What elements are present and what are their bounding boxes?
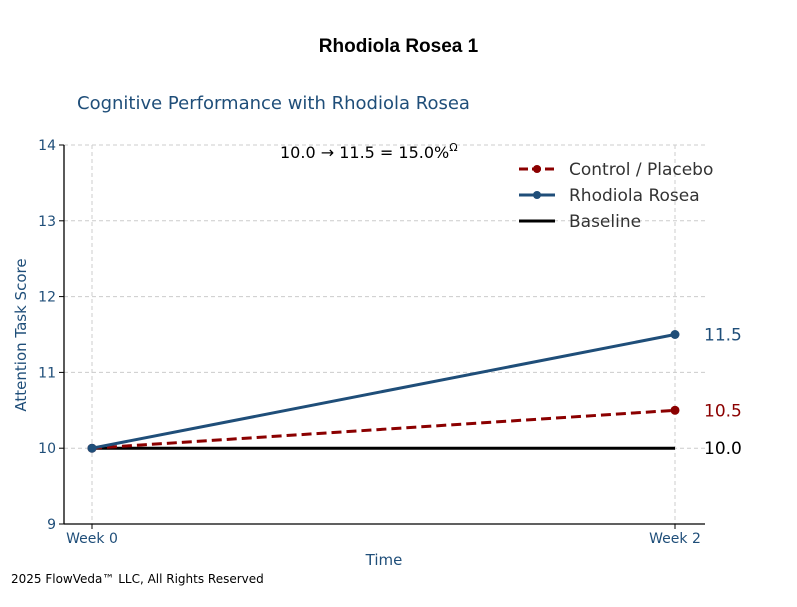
legend-label-baseline: Baseline: [569, 212, 641, 232]
x-tick-label: Week 2: [649, 531, 701, 547]
x-tick-label: Week 0: [66, 531, 118, 547]
data-point-rhodiola-rosea: [87, 443, 97, 453]
legend-label-rhodiola-rosea: Rhodiola Rosea: [569, 186, 700, 206]
end-label-rhodiola-rosea: 11.5: [704, 326, 742, 346]
end-label-baseline: 10.0: [704, 439, 742, 459]
y-tick-label: 12: [38, 290, 56, 306]
legend: Control / Placebo Rhodiola Rosea Baseline: [519, 160, 713, 232]
y-tick-label: 9: [47, 517, 56, 533]
y-tick-label: 11: [38, 365, 56, 381]
y-tick-label: 10: [38, 441, 56, 457]
legend-label-control-placebo: Control / Placebo: [569, 160, 713, 180]
series-line-rhodiola-rosea: [91, 333, 676, 450]
legend-marker-rhodiola-rosea: [533, 191, 541, 199]
annotation-text: 10.0 → 11.5 = 15.0%: [280, 143, 449, 162]
annotation-superscript: Ω: [449, 141, 457, 154]
series-lines: [87, 330, 680, 453]
y-axis-label: Attention Task Score: [12, 258, 30, 411]
data-point-rhodiola-rosea: [670, 330, 680, 339]
chart-title: Cognitive Performance with Rhodiola Rose…: [77, 93, 470, 114]
copyright-notice: 2025 FlowVeda™ LLC, All Rights Reserved: [11, 572, 264, 586]
end-label-control-placebo: 10.5: [704, 401, 742, 421]
percent-change-annotation: 10.0 → 11.5 = 15.0%Ω: [280, 141, 458, 162]
y-tick-label: 14: [38, 138, 56, 154]
axes: 9 10 11 12 13 14 Week 0 Week 2: [38, 138, 705, 547]
y-tick-label: 13: [38, 214, 56, 230]
end-labels: 10.0 10.5 11.5: [704, 326, 742, 460]
page-title: Rhodiola Rosea 1: [318, 36, 479, 57]
x-axis-label: Time: [365, 551, 403, 569]
series-line-control-placebo: [91, 408, 676, 450]
data-point-control-placebo: [670, 405, 680, 415]
legend-marker-control-placebo: [533, 165, 541, 173]
